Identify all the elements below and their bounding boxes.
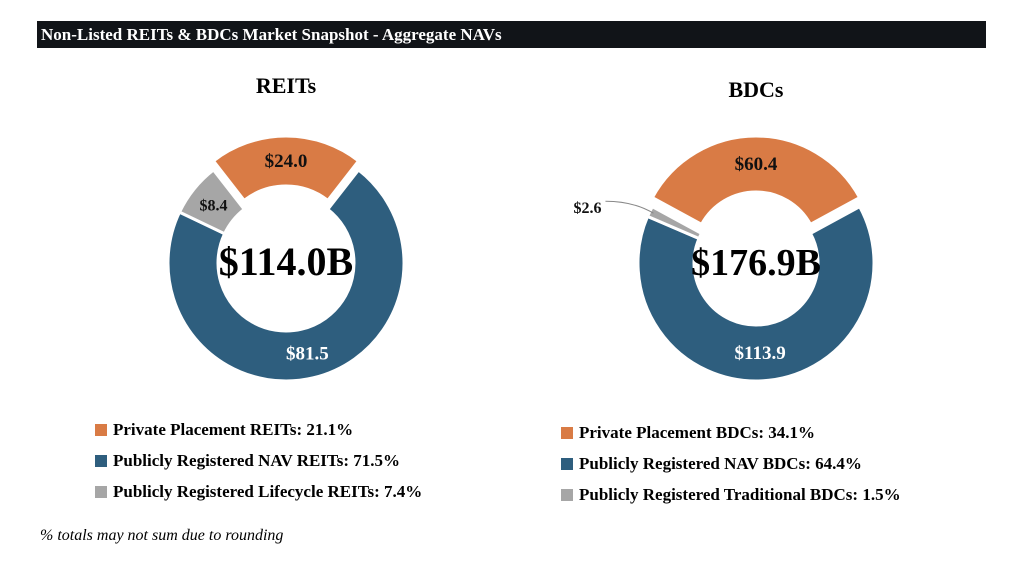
donut-bdcs: $60.4 $113.9 $2.6 $176.9B xyxy=(573,134,876,383)
legend-item: Publicly Registered NAV BDCs: 64.4% xyxy=(561,448,901,479)
legend-item: Publicly Registered Traditional BDCs: 1.… xyxy=(561,479,901,510)
data-label: $2.6 xyxy=(573,200,601,217)
legend-label: Private Placement REITs: 21.1% xyxy=(113,419,354,439)
legend-item: Private Placement BDCs: 34.1% xyxy=(561,417,901,448)
data-label: $60.4 xyxy=(735,154,778,175)
legend-label: Publicly Registered NAV BDCs: 64.4% xyxy=(579,453,862,473)
legend-swatch-gray xyxy=(561,488,573,501)
footnote: % totals may not sum due to rounding xyxy=(40,527,284,544)
reits-legend: Private Placement REITs: 21.1% Publicly … xyxy=(95,414,422,507)
slice-publicly-registered-traditional-bdcs xyxy=(645,204,704,241)
donut-reits: $24.0 $81.5 $8.4 $114.0B xyxy=(166,134,406,383)
legend-item: Private Placement REITs: 21.1% xyxy=(95,414,422,445)
legend-label: Publicly Registered Traditional BDCs: 1.… xyxy=(579,484,901,504)
legend-swatch-blue xyxy=(95,454,107,467)
data-label: $81.5 xyxy=(286,344,329,365)
legend-item: Publicly Registered NAV REITs: 71.5% xyxy=(95,445,422,476)
slice-publicly-registered-nav-bdcs xyxy=(636,204,876,383)
legend-swatch-blue xyxy=(561,457,573,470)
bdcs-chart-title: BDCs xyxy=(728,77,784,102)
legend-swatch-gray xyxy=(95,485,107,498)
slice-private-placement-bdcs xyxy=(650,134,862,227)
bdcs-legend: Private Placement BDCs: 34.1% Publicly R… xyxy=(561,417,901,510)
leader-line xyxy=(605,200,654,214)
legend-label: Private Placement BDCs: 34.1% xyxy=(579,422,816,442)
legend-item: Publicly Registered Lifecycle REITs: 7.4… xyxy=(95,476,422,507)
legend-swatch-orange xyxy=(95,423,107,436)
slice-publicly-registered-nav-reits xyxy=(166,167,406,383)
legend-label: Publicly Registered Lifecycle REITs: 7.4… xyxy=(113,481,423,501)
data-label: $8.4 xyxy=(200,198,228,215)
slice-publicly-registered-lifecycle-reits xyxy=(177,167,247,236)
data-label: $113.9 xyxy=(735,343,786,364)
center-total-label: $176.9B xyxy=(691,242,821,284)
legend-swatch-orange xyxy=(561,426,573,439)
slice-private-placement-reits xyxy=(211,134,361,203)
center-total-label: $114.0B xyxy=(219,239,353,284)
legend-label: Publicly Registered NAV REITs: 71.5% xyxy=(113,450,400,470)
reits-chart-title: REITs xyxy=(255,73,317,98)
data-label: $24.0 xyxy=(265,151,308,172)
title-bar: Non-Listed REITs & BDCs Market Snapshot … xyxy=(37,21,986,48)
